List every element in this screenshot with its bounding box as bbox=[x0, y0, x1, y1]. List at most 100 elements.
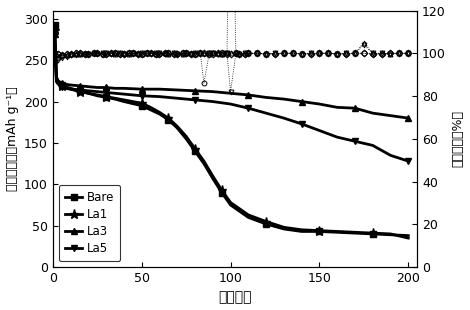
La3 bbox=[352, 106, 358, 110]
Bare bbox=[174, 126, 180, 130]
Bare bbox=[148, 108, 153, 112]
Bare bbox=[245, 215, 251, 219]
La1 bbox=[388, 232, 393, 236]
Bare bbox=[219, 191, 225, 194]
La3 bbox=[334, 105, 340, 109]
La3 bbox=[406, 116, 411, 120]
La1 bbox=[59, 84, 64, 88]
La3 bbox=[52, 32, 57, 36]
La1 bbox=[406, 236, 411, 240]
La1 bbox=[63, 86, 68, 89]
La1 bbox=[55, 82, 61, 85]
La1 bbox=[370, 231, 376, 235]
Line: Bare: Bare bbox=[52, 22, 411, 239]
Bare bbox=[370, 232, 376, 236]
La3 bbox=[112, 86, 118, 90]
La1 bbox=[245, 213, 251, 217]
La3 bbox=[55, 79, 61, 83]
La5 bbox=[263, 111, 269, 115]
La5 bbox=[103, 91, 109, 94]
Bare bbox=[317, 230, 322, 233]
Line: La3: La3 bbox=[52, 31, 411, 121]
Line: La1: La1 bbox=[50, 26, 413, 243]
La5 bbox=[77, 88, 82, 92]
Bare bbox=[192, 149, 198, 153]
La3 bbox=[121, 86, 127, 90]
Bare bbox=[121, 100, 127, 104]
La3 bbox=[388, 114, 393, 117]
La1 bbox=[281, 225, 287, 229]
La1 bbox=[139, 101, 144, 105]
La5 bbox=[192, 98, 198, 102]
La5 bbox=[52, 33, 57, 37]
La3 bbox=[299, 100, 305, 104]
La1 bbox=[263, 220, 269, 224]
La1 bbox=[352, 230, 358, 234]
La1 bbox=[94, 93, 100, 97]
La1 bbox=[228, 201, 234, 204]
Bare bbox=[52, 24, 57, 27]
La5 bbox=[68, 87, 73, 91]
Bare bbox=[59, 83, 64, 87]
La3 bbox=[192, 89, 198, 93]
La5 bbox=[245, 106, 251, 110]
La3 bbox=[103, 86, 109, 89]
Bare bbox=[281, 227, 287, 231]
La5 bbox=[299, 122, 305, 126]
La1 bbox=[77, 90, 82, 94]
La1 bbox=[68, 87, 73, 91]
La5 bbox=[86, 89, 91, 93]
La3 bbox=[157, 87, 162, 91]
La1 bbox=[192, 147, 198, 151]
Bare bbox=[388, 233, 393, 237]
La5 bbox=[370, 144, 376, 147]
La5 bbox=[317, 129, 322, 132]
La3 bbox=[139, 87, 144, 91]
La5 bbox=[174, 96, 180, 100]
La3 bbox=[370, 111, 376, 115]
Bare bbox=[112, 97, 118, 101]
Bare bbox=[55, 79, 61, 83]
Bare bbox=[201, 162, 207, 166]
Bare bbox=[352, 231, 358, 235]
La3 bbox=[68, 83, 73, 87]
La3 bbox=[59, 82, 64, 85]
Bare bbox=[94, 94, 100, 98]
La1 bbox=[334, 230, 340, 233]
Y-axis label: 库伦效率（%）: 库伦效率（%） bbox=[452, 110, 464, 167]
La5 bbox=[228, 102, 234, 106]
La1 bbox=[219, 188, 225, 192]
La1 bbox=[157, 110, 162, 114]
Y-axis label: 放电比容量（mAh g⁻¹）: 放电比容量（mAh g⁻¹） bbox=[6, 86, 18, 191]
Bare bbox=[183, 137, 189, 141]
La1 bbox=[317, 229, 322, 232]
La5 bbox=[55, 82, 61, 86]
La3 bbox=[54, 77, 59, 80]
La3 bbox=[245, 93, 251, 97]
La5 bbox=[157, 95, 162, 99]
La3 bbox=[210, 90, 216, 94]
Bare bbox=[68, 86, 73, 90]
La5 bbox=[334, 135, 340, 139]
La5 bbox=[388, 153, 393, 157]
La1 bbox=[52, 29, 57, 32]
La1 bbox=[86, 91, 91, 95]
La5 bbox=[54, 80, 59, 84]
La3 bbox=[77, 84, 82, 88]
La1 bbox=[299, 228, 305, 232]
Bare bbox=[165, 118, 171, 122]
Bare bbox=[63, 85, 68, 89]
La1 bbox=[121, 98, 127, 102]
Legend: Bare, La1, La3, La5: Bare, La1, La3, La5 bbox=[59, 185, 120, 261]
Line: La5: La5 bbox=[52, 32, 411, 164]
La5 bbox=[406, 159, 411, 163]
La3 bbox=[86, 85, 91, 89]
Bare bbox=[54, 75, 59, 79]
La3 bbox=[228, 91, 234, 95]
La5 bbox=[139, 94, 144, 98]
Bare bbox=[228, 203, 234, 207]
La5 bbox=[210, 100, 216, 104]
Bare bbox=[299, 230, 305, 233]
La5 bbox=[94, 90, 100, 94]
Bare bbox=[334, 230, 340, 234]
